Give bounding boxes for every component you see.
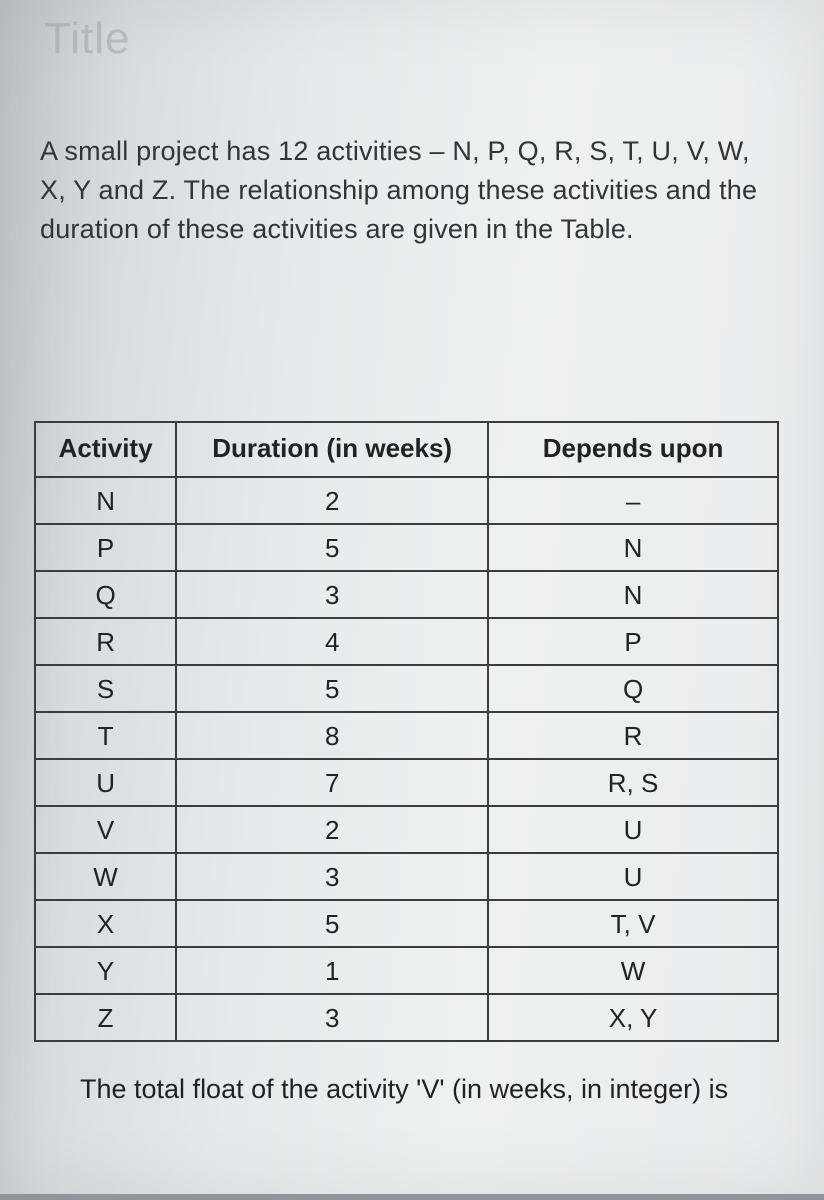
col-header-duration: Duration (in weeks) <box>176 422 488 477</box>
table-header-row: Activity Duration (in weeks) Depends upo… <box>35 422 778 477</box>
cell-duration: 4 <box>176 618 488 665</box>
col-header-depends: Depends upon <box>488 422 778 477</box>
cell-activity: Q <box>35 571 176 618</box>
table-row: Z 3 X, Y <box>35 994 778 1041</box>
cell-duration: 2 <box>176 806 488 853</box>
cell-activity: N <box>35 477 176 524</box>
cell-duration: 5 <box>176 900 488 947</box>
cell-duration: 1 <box>176 947 488 994</box>
cell-depends: W <box>488 947 778 994</box>
table-row: R 4 P <box>35 618 778 665</box>
table-row: U 7 R, S <box>35 759 778 806</box>
cell-duration: 8 <box>176 712 488 759</box>
cell-depends: N <box>488 524 778 571</box>
cell-depends: R, S <box>488 759 778 806</box>
activity-table-container: Activity Duration (in weeks) Depends upo… <box>34 421 802 1042</box>
table-row: T 8 R <box>35 712 778 759</box>
cell-duration: 7 <box>176 759 488 806</box>
intro-paragraph: A small project has 12 activities – N, P… <box>40 132 782 249</box>
table-row: P 5 N <box>35 524 778 571</box>
cell-activity: T <box>35 712 176 759</box>
cell-duration: 3 <box>176 994 488 1041</box>
cell-depends: X, Y <box>488 994 778 1041</box>
cell-depends: U <box>488 853 778 900</box>
cell-depends: – <box>488 477 778 524</box>
cell-activity: S <box>35 665 176 712</box>
cell-duration: 3 <box>176 571 488 618</box>
title-watermark: Title <box>44 14 802 64</box>
cell-activity: Y <box>35 947 176 994</box>
cell-depends: Q <box>488 665 778 712</box>
cell-activity: V <box>35 806 176 853</box>
cell-depends: R <box>488 712 778 759</box>
table-row: V 2 U <box>35 806 778 853</box>
cell-activity: P <box>35 524 176 571</box>
cell-activity: U <box>35 759 176 806</box>
cell-depends: T, V <box>488 900 778 947</box>
table-row: Q 3 N <box>35 571 778 618</box>
document-page: Title A small project has 12 activities … <box>0 0 824 1194</box>
table-row: S 5 Q <box>35 665 778 712</box>
cell-duration: 5 <box>176 665 488 712</box>
cell-depends: P <box>488 618 778 665</box>
question-text: The total float of the activity 'V' (in … <box>40 1070 792 1109</box>
table-row: Y 1 W <box>35 947 778 994</box>
table-row: N 2 – <box>35 477 778 524</box>
cell-activity: X <box>35 900 176 947</box>
cell-activity: Z <box>35 994 176 1041</box>
cell-duration: 5 <box>176 524 488 571</box>
activity-table: Activity Duration (in weeks) Depends upo… <box>34 421 779 1042</box>
cell-depends: N <box>488 571 778 618</box>
table-row: X 5 T, V <box>35 900 778 947</box>
cell-activity: R <box>35 618 176 665</box>
table-row: W 3 U <box>35 853 778 900</box>
cell-depends: U <box>488 806 778 853</box>
col-header-activity: Activity <box>35 422 176 477</box>
cell-duration: 3 <box>176 853 488 900</box>
cell-duration: 2 <box>176 477 488 524</box>
cell-activity: W <box>35 853 176 900</box>
